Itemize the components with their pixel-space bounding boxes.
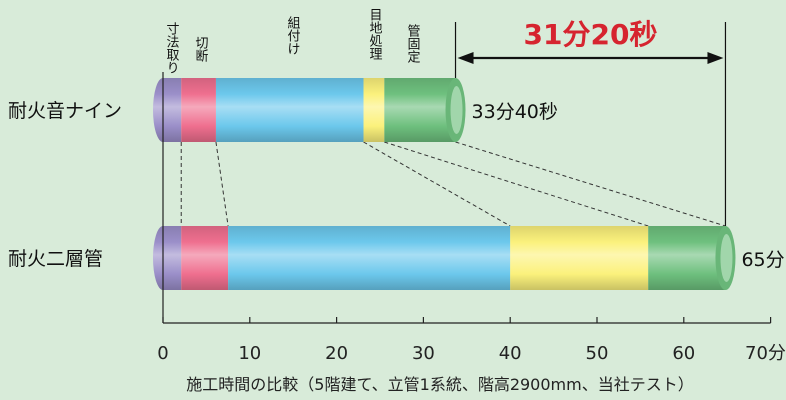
bar-end-inner (450, 86, 463, 134)
difference-annotation: 31分20秒 (454, 18, 727, 226)
x-tick-label: 0 (157, 343, 168, 364)
category-label: 耐火二層管 (8, 248, 103, 270)
bar-total-label: 65分 (741, 249, 784, 271)
bar-segment (181, 226, 229, 290)
x-axis-label: 施工時間の比較（5階建て、立管1系統、階高2900mm、当社テスト） (186, 375, 693, 394)
bars-layer (153, 78, 736, 290)
bar-segment (228, 226, 511, 290)
stage-label: 目地処理 (367, 8, 383, 60)
bar-segment (215, 78, 364, 142)
stage-label: 管固定 (405, 24, 421, 64)
bar-total-label: 33分40秒 (472, 101, 558, 123)
bar-2 (153, 226, 736, 290)
connector-line (384, 141, 649, 227)
category-label: 耐火音ナイン (8, 100, 122, 122)
annotation-label: 31分20秒 (524, 18, 658, 51)
dashed-connectors (180, 141, 726, 227)
x-tick-label: 70分 (745, 343, 786, 364)
connector-line (215, 141, 229, 227)
bar-segment (510, 226, 649, 290)
bar-1 (153, 78, 466, 142)
x-axis: 0 10 20 30 40 50 60 70分 (157, 72, 786, 364)
x-tick-label: 30 (412, 343, 435, 364)
connector-line (455, 141, 726, 227)
bar-segment (648, 226, 726, 290)
stage-label: 組付け (285, 16, 301, 55)
x-tick-label: 20 (325, 343, 348, 364)
bar-end-inner (720, 234, 733, 282)
x-tick-label: 60 (672, 343, 695, 364)
bar-segment (384, 78, 456, 142)
annotation-arrowhead-left (457, 52, 474, 64)
stage-label: 切断 (193, 36, 209, 63)
bar-segment (181, 78, 216, 142)
annotation-arrowhead-right (707, 52, 724, 64)
bar-segment (363, 78, 385, 142)
x-tick-label: 40 (499, 343, 522, 364)
x-tick-label: 50 (586, 343, 609, 364)
stage-label: 寸法取り (164, 22, 180, 74)
x-tick-label: 10 (238, 343, 261, 364)
connector-line (363, 141, 511, 227)
